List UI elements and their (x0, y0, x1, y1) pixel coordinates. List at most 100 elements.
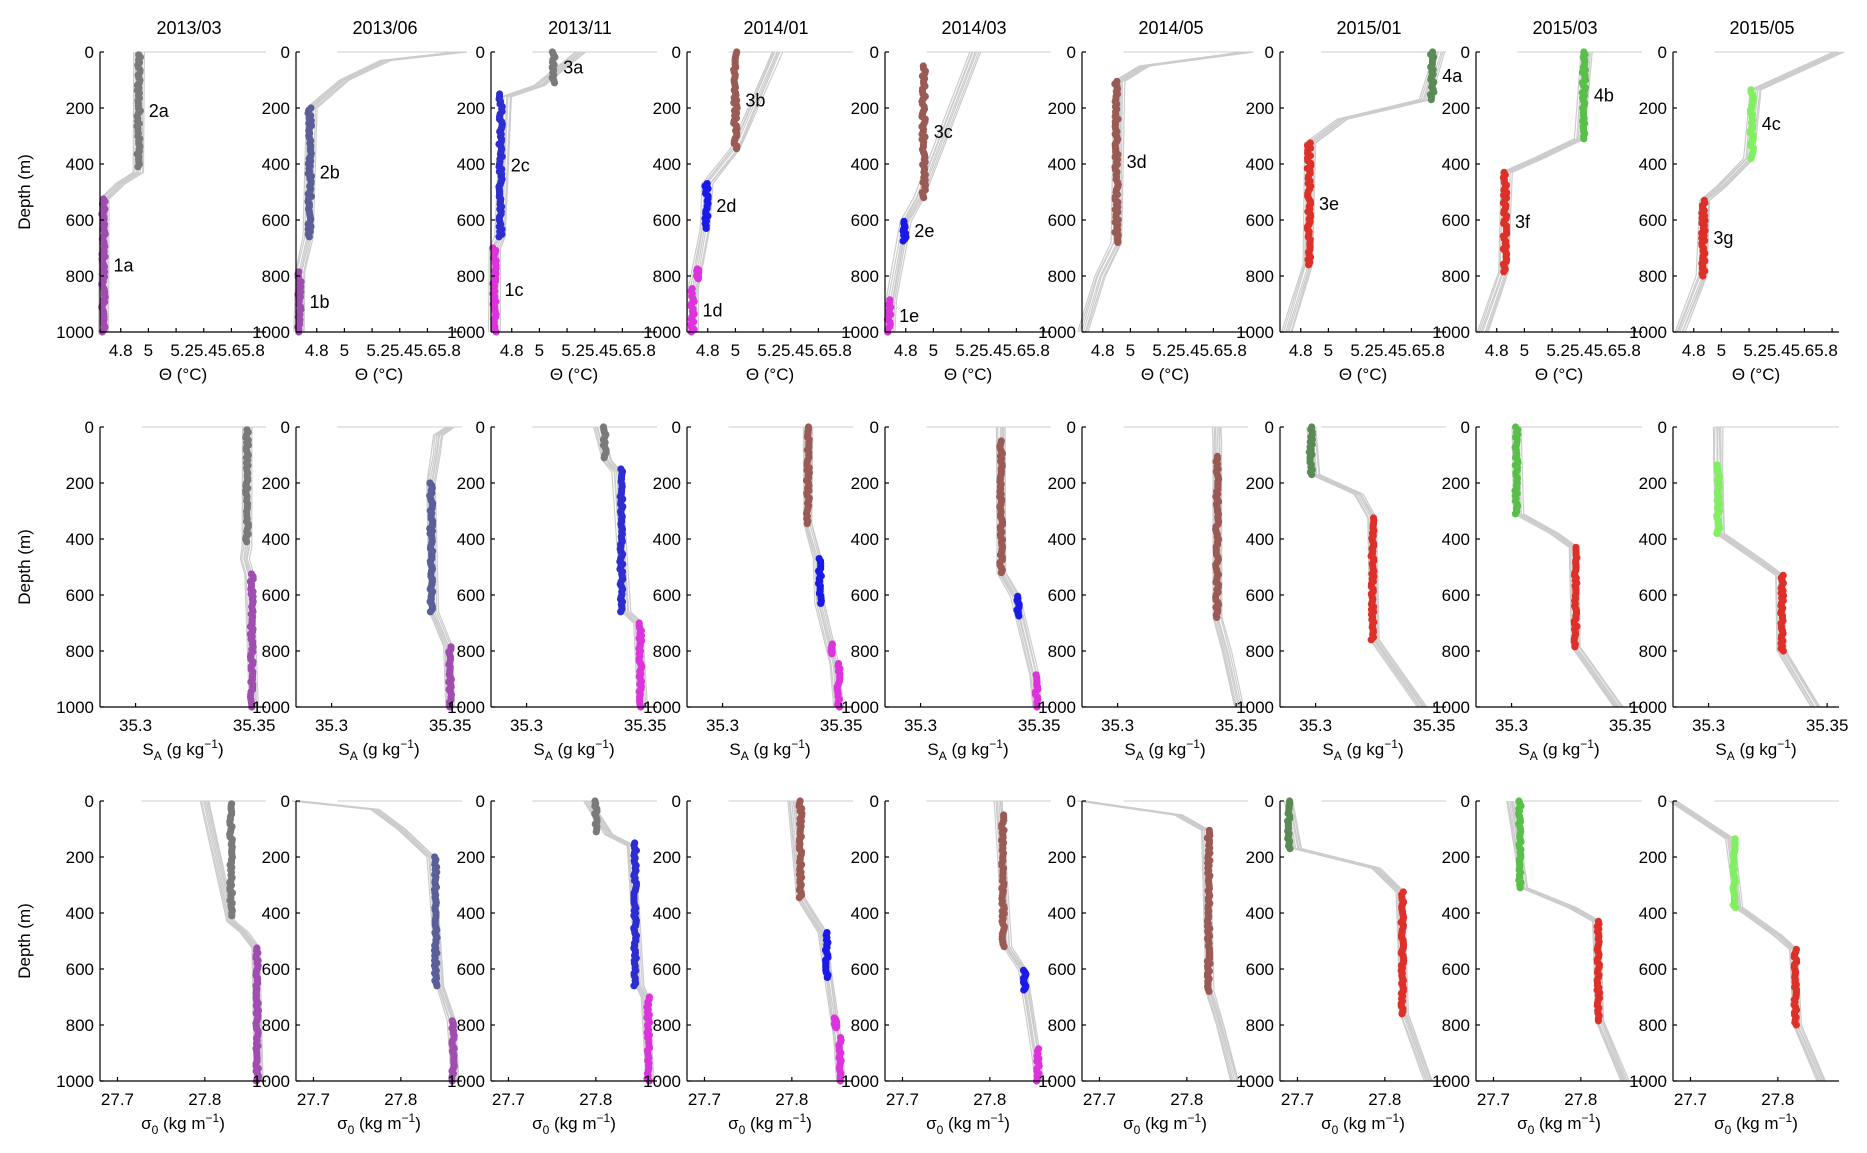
profile-point (426, 608, 434, 616)
profile-point (1308, 471, 1316, 479)
profile-point (1114, 238, 1122, 246)
panel-2015-05-salinity: 0 200 400 600 800 1000 35.3 35.35 SA (g kg−1) (1629, 418, 1848, 763)
x-tick-label: 27.8 (1761, 1090, 1794, 1109)
y-tick-label: 200 (262, 99, 290, 118)
x-axis-label: σ0 (kg m−1) (1321, 1111, 1405, 1137)
y-tick-label: 200 (653, 848, 681, 867)
y-tick-label: 200 (262, 848, 290, 867)
x-tick-label: 35.3 (1495, 716, 1528, 735)
panel-2014-05-theta: 3d 0 200 400 600 800 1000 4.8 5 5.25.45.65.8 Θ (°C… (1038, 43, 1254, 384)
y-tick-label: 600 (851, 211, 879, 230)
x-tick-label: 4.8 (1091, 341, 1115, 360)
y-tick-label: 400 (1442, 155, 1470, 174)
profile-point (600, 454, 608, 462)
x-tick-label: 27.8 (188, 1090, 221, 1109)
y-tick-label: 1000 (56, 698, 94, 717)
y-tick-label: 400 (262, 155, 290, 174)
y-tick-label: 1000 (1038, 323, 1076, 342)
y-tick-label: 600 (1639, 211, 1667, 230)
profile-point (134, 163, 142, 171)
envelope-line (1517, 426, 1620, 708)
y-tick-label: 600 (653, 960, 681, 979)
envelope-line (1507, 800, 1623, 1082)
y-tick-label: 0 (1265, 792, 1274, 811)
envelope-line (1291, 800, 1432, 1082)
segment-label-1d: 1d (703, 300, 723, 320)
x-tick-label: 27.7 (1281, 1090, 1314, 1109)
x-tick-label: 27.7 (297, 1090, 330, 1109)
panel-2014-01-sigma: 0 200 400 600 800 1000 27.7 27.8 σ0 (kg m−1) (643, 792, 853, 1137)
y-tick-label: 0 (870, 418, 879, 437)
y-tick-label: 1000 (252, 1072, 290, 1091)
profile-point (1205, 987, 1213, 996)
x-tick-label: 27.8 (384, 1090, 417, 1109)
segment-2c-salinity (616, 465, 627, 616)
profile-point (1516, 884, 1524, 892)
x-tick-label: 5 (340, 341, 349, 360)
y-tick-label: 200 (1442, 848, 1470, 867)
x-tick-label: 5 (1717, 341, 1726, 360)
segment-3b-sigma (795, 797, 806, 902)
column-title-2014-03: 2014/03 (941, 18, 1006, 38)
profile-point (832, 1024, 840, 1032)
y-tick-label: 600 (66, 211, 94, 230)
y-tick-label: 0 (1658, 43, 1667, 62)
y-tick-label: 800 (1246, 642, 1274, 661)
x-tick-label: 27.8 (1564, 1090, 1597, 1109)
x-axis-label: SA (g kg−1) (1518, 737, 1599, 763)
x-axis-label: Θ (°C) (1339, 365, 1387, 384)
envelope-line (995, 426, 1034, 708)
profile-point (1020, 986, 1028, 994)
segment-2e-salinity (1013, 592, 1023, 620)
y-tick-label: 200 (851, 848, 879, 867)
envelope-line (1681, 51, 1842, 333)
y-tick-label: 1000 (841, 698, 879, 717)
y-tick-label: 400 (1442, 530, 1470, 549)
envelope-line (1084, 51, 1251, 333)
envelope-line (239, 426, 250, 708)
segment-4c-sigma (1729, 835, 1739, 912)
segment-1b-sigma (448, 1017, 458, 1085)
y-tick-label: 600 (1048, 586, 1076, 605)
profile-point (817, 599, 825, 608)
y-tick-label: 200 (1246, 99, 1274, 118)
panel-2013-11-sigma: 0 200 400 600 800 1000 27.7 27.8 σ0 (kg m−1) (447, 792, 657, 1137)
x-tick-label: 35.3 (510, 716, 543, 735)
y-tick-label: 0 (672, 43, 681, 62)
segment-label-2d: 2d (716, 196, 736, 216)
y-tick-label: 600 (1048, 960, 1076, 979)
profile-point (1747, 154, 1755, 162)
envelope-line (303, 51, 467, 333)
y-tick-label: 0 (672, 418, 681, 437)
envelope-line (1211, 426, 1236, 708)
y-tick-label: 400 (1442, 904, 1470, 923)
y-tick-label: 800 (1048, 267, 1076, 286)
y-tick-label: 200 (262, 474, 290, 493)
y-tick-label: 600 (851, 960, 879, 979)
x-tick-label: 27.7 (101, 1090, 134, 1109)
x-tick-label: 27.8 (1170, 1090, 1203, 1109)
segment-3f-salinity (1570, 543, 1581, 651)
profile-point (305, 233, 313, 241)
y-tick-label: 400 (653, 155, 681, 174)
x-tick-label: 27.7 (1674, 1090, 1707, 1109)
profile-point (823, 973, 831, 982)
profile-point (1213, 613, 1221, 622)
y-tick-label: 1000 (252, 698, 290, 717)
y-tick-label: 200 (653, 474, 681, 493)
panel-2015-01-theta: 4a 3e 0 200 400 600 800 1000 4.8 5 5.25.45.65.8 Θ (… (1236, 43, 1463, 384)
y-tick-label: 600 (1639, 960, 1667, 979)
envelope-line (1511, 800, 1627, 1082)
envelope-line (889, 51, 978, 333)
x-tick-label: 4.8 (109, 341, 133, 360)
segment-label-1b: 1b (310, 292, 330, 312)
segment-3g-salinity (1777, 571, 1788, 655)
envelope-line (208, 800, 264, 1082)
y-tick-label: 200 (1048, 848, 1076, 867)
y-tick-label: 400 (457, 530, 485, 549)
x-tick-label: 27.8 (1368, 1090, 1401, 1109)
segment-label-2c: 2c (511, 155, 530, 175)
x-tick-label: 35.35 (233, 716, 276, 735)
envelope-line (291, 800, 452, 1082)
segment-label-1a: 1a (114, 256, 135, 276)
